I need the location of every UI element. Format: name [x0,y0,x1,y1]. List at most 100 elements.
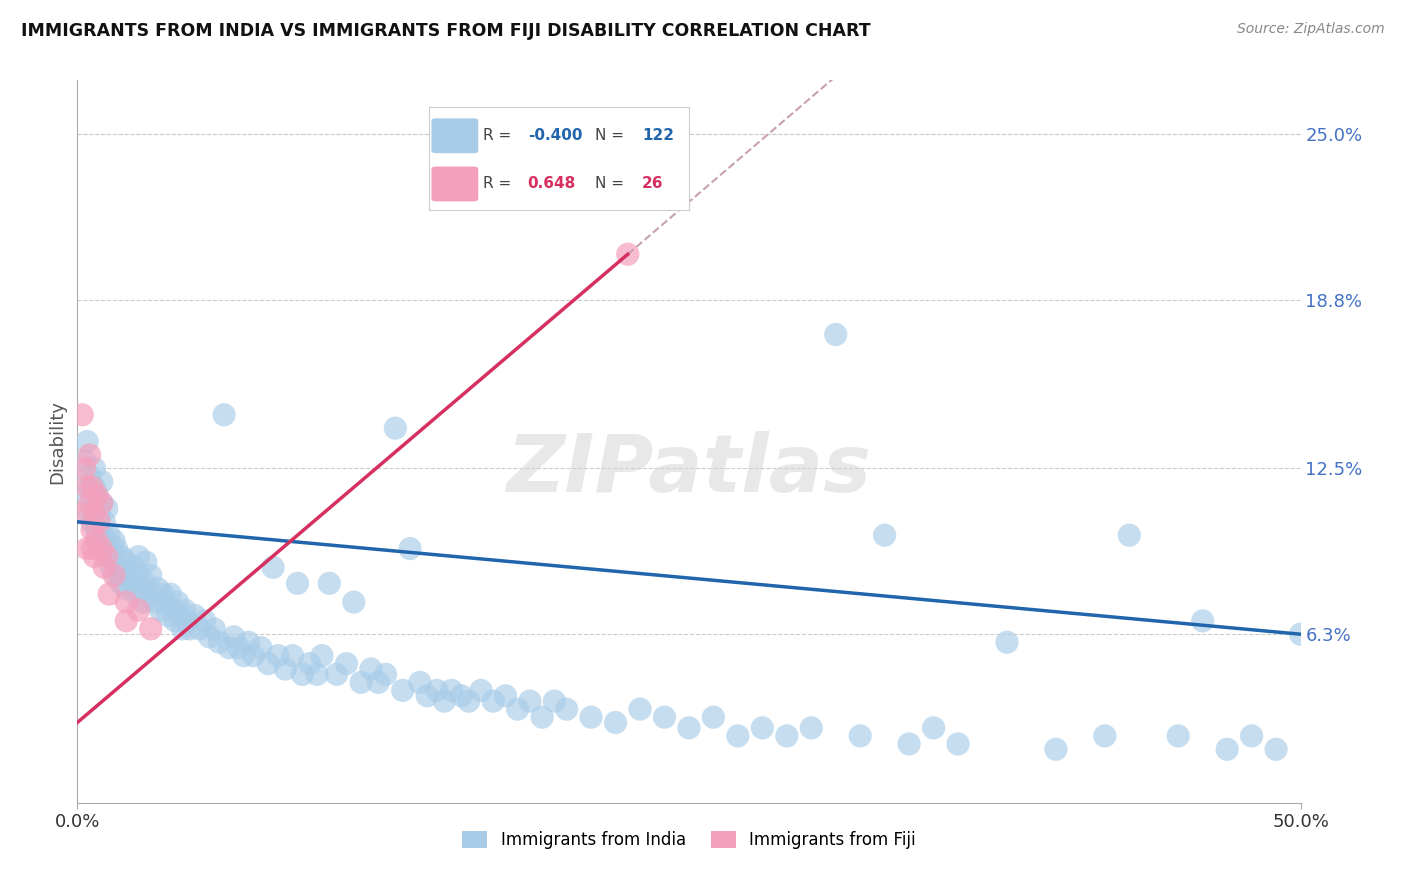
Point [1118,528,1140,542]
Point [159,587,181,601]
Point [1167,729,1189,743]
Point [291,667,314,681]
Point [80,480,103,494]
Point [232,648,254,663]
Point [155,595,177,609]
Point [156,608,179,623]
Point [80,515,103,529]
Point [1240,729,1263,743]
Point [1289,627,1312,641]
Point [470,683,492,698]
Point [274,662,297,676]
Point [79,480,101,494]
Point [922,721,945,735]
Point [129,582,152,596]
Point [1094,729,1116,743]
Point [90,475,112,489]
Point [605,715,627,730]
Point [800,721,823,735]
Point [506,702,529,716]
Point [543,694,565,708]
Point [120,576,142,591]
Point [122,560,145,574]
Point [83,507,105,521]
Point [399,541,422,556]
Point [90,496,112,510]
FancyBboxPatch shape [432,167,478,202]
Point [416,689,439,703]
Point [849,729,872,743]
Point [776,729,799,743]
Point [118,568,141,582]
Point [426,683,449,698]
Point [391,683,413,698]
Point [222,630,245,644]
Point [89,541,111,556]
Point [98,549,121,564]
Point [176,614,198,628]
Point [250,640,273,655]
Point [212,408,235,422]
Point [335,657,357,671]
Y-axis label: Disability: Disability [48,400,66,483]
Point [98,587,121,601]
Point [531,710,554,724]
Point [202,622,225,636]
Point [149,603,172,617]
Point [409,675,432,690]
Point [127,549,149,564]
Point [80,523,103,537]
Point [86,488,108,502]
Point [115,582,138,596]
Text: ZIPatlas: ZIPatlas [506,432,872,509]
Point [83,507,105,521]
Point [79,507,101,521]
Text: IMMIGRANTS FROM INDIA VS IMMIGRANTS FROM FIJI DISABILITY CORRELATION CHART: IMMIGRANTS FROM INDIA VS IMMIGRANTS FROM… [21,22,870,40]
Point [96,533,118,548]
Point [115,555,138,569]
Point [179,622,201,636]
Point [132,595,155,609]
Point [495,689,517,703]
Point [96,549,118,564]
Point [103,555,125,569]
Point [90,496,112,510]
Point [86,523,108,537]
Text: Source: ZipAtlas.com: Source: ZipAtlas.com [1237,22,1385,37]
Point [727,729,749,743]
Point [198,630,221,644]
Point [76,480,98,494]
Point [93,560,115,574]
Point [824,327,846,342]
Point [90,528,112,542]
Point [751,721,773,735]
Point [112,568,135,582]
Point [76,488,98,502]
Point [281,648,304,663]
Point [110,576,132,591]
Point [628,702,651,716]
Point [105,568,128,582]
Point [127,603,149,617]
Point [374,667,396,681]
Point [93,541,115,556]
Point [343,595,366,609]
Point [1265,742,1288,756]
FancyBboxPatch shape [432,119,478,153]
Point [115,614,138,628]
Point [115,595,138,609]
Point [79,469,101,483]
Point [86,488,108,502]
Point [440,683,463,698]
Point [228,640,250,655]
Text: N =: N = [595,177,628,192]
Point [98,528,121,542]
Text: N =: N = [595,128,628,144]
Point [80,496,103,510]
Point [162,603,184,617]
Point [298,657,321,671]
Point [70,408,93,422]
Point [350,675,373,690]
Point [262,560,284,574]
Point [617,247,640,261]
